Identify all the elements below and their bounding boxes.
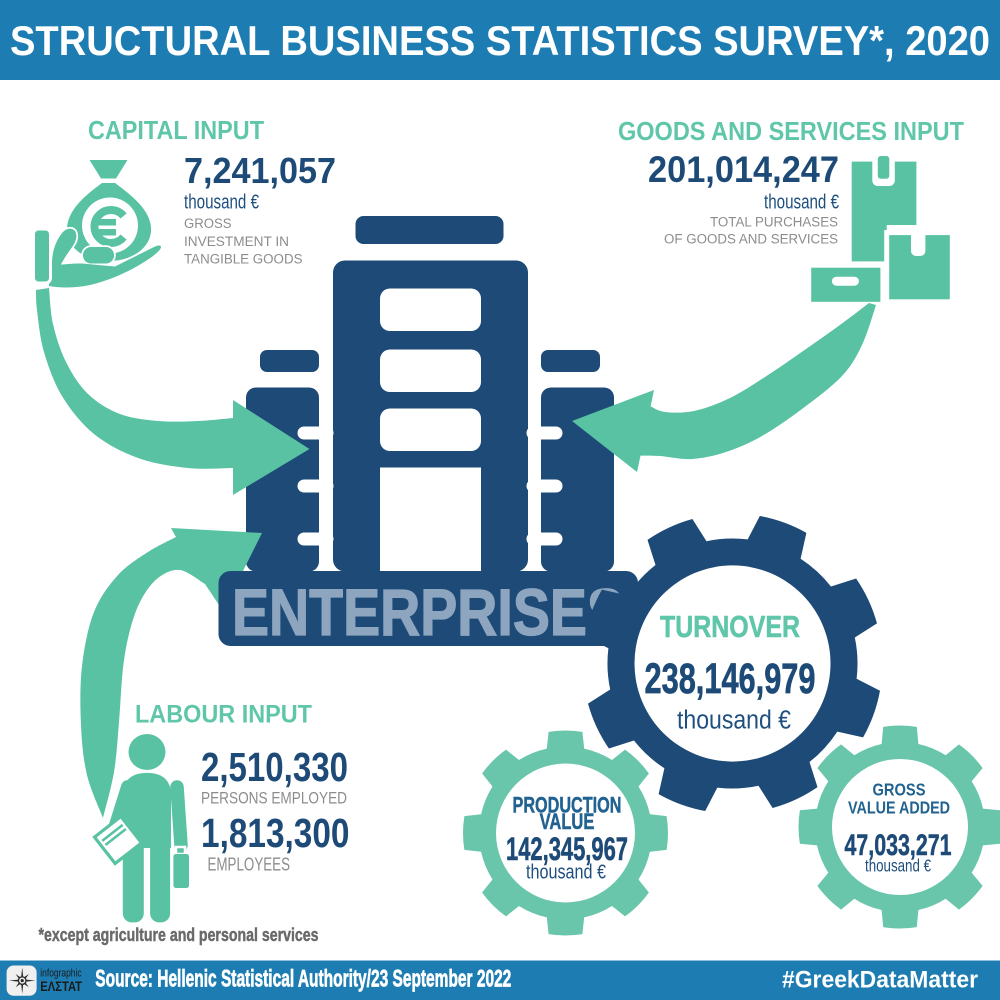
svg-text:GOODS AND SERVICES INPUT: GOODS AND SERVICES INPUT bbox=[618, 116, 964, 146]
svg-text:#GreekDataMatter: #GreekDataMatter bbox=[782, 966, 978, 993]
svg-text:VALUE: VALUE bbox=[540, 809, 595, 834]
svg-text:EMPLOYEES: EMPLOYEES bbox=[208, 855, 291, 875]
svg-text:7,241,057: 7,241,057 bbox=[184, 150, 336, 191]
svg-text:201,014,247: 201,014,247 bbox=[648, 149, 839, 190]
svg-text:GROSS: GROSS bbox=[873, 780, 926, 800]
svg-text:LABOUR INPUT: LABOUR INPUT bbox=[135, 701, 312, 729]
svg-text:INVESTMENT IN: INVESTMENT IN bbox=[184, 234, 289, 249]
svg-text:VALUE ADDED: VALUE ADDED bbox=[848, 798, 950, 818]
svg-text:Source: Hellenic Statistical A: Source: Hellenic Statistical Authority/2… bbox=[95, 965, 511, 992]
svg-text:2,510,330: 2,510,330 bbox=[201, 744, 348, 790]
svg-text:thousand €: thousand € bbox=[526, 862, 606, 884]
svg-text:infographic: infographic bbox=[40, 968, 82, 980]
svg-text:47,033,271: 47,033,271 bbox=[845, 829, 952, 862]
svg-text:1,813,300: 1,813,300 bbox=[201, 810, 350, 856]
svg-text:OF GOODS AND SERVICES: OF GOODS AND SERVICES bbox=[664, 232, 838, 247]
svg-text:238,146,979: 238,146,979 bbox=[645, 655, 816, 703]
svg-text:PRODUCTION: PRODUCTION bbox=[513, 792, 622, 817]
svg-text:ENTERPRISES: ENTERPRISES bbox=[232, 575, 624, 649]
svg-text:TANGIBLE GOODS: TANGIBLE GOODS bbox=[184, 251, 303, 266]
svg-text:thousand €: thousand € bbox=[677, 707, 791, 735]
svg-text:CAPITAL INPUT: CAPITAL INPUT bbox=[88, 115, 264, 145]
svg-text:TURNOVER: TURNOVER bbox=[660, 609, 800, 644]
svg-text:142,345,967: 142,345,967 bbox=[506, 831, 628, 867]
svg-text:*except agriculture and person: *except agriculture and personal service… bbox=[39, 925, 319, 945]
svg-text:STRUCTURAL BUSINESS STATISTICS: STRUCTURAL BUSINESS STATISTICS SURVEY*, … bbox=[10, 17, 990, 64]
svg-text:thousand €: thousand € bbox=[184, 192, 259, 214]
svg-text:TOTAL PURCHASES: TOTAL PURCHASES bbox=[710, 214, 838, 229]
svg-text:thousand €: thousand € bbox=[865, 856, 931, 876]
svg-text:ΕΛΣΤΑΤ: ΕΛΣΤΑΤ bbox=[40, 979, 82, 994]
svg-text:PERSONS EMPLOYED: PERSONS EMPLOYED bbox=[201, 788, 347, 807]
svg-text:thousand €: thousand € bbox=[764, 192, 839, 214]
svg-text:GROSS: GROSS bbox=[184, 216, 232, 231]
